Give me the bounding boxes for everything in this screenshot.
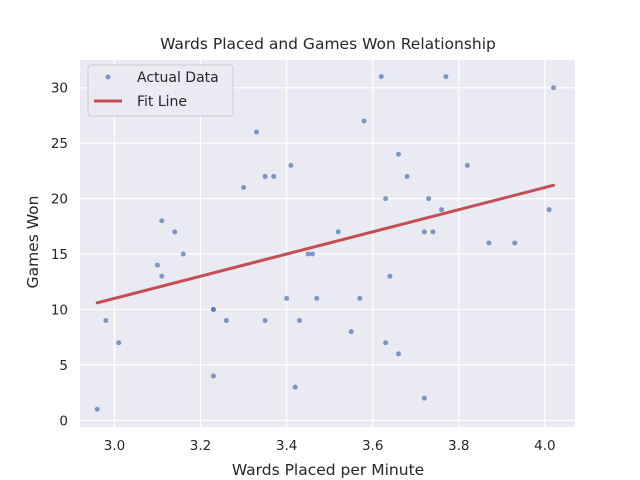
x-tick-label: 3.8 [448,438,469,454]
data-point [210,373,216,379]
data-point [421,229,427,235]
legend: Actual Data Fit Line [87,64,234,117]
x-tick-labels: 3.0 3.2 3.4 3.6 3.8 4.0 [104,438,556,454]
y-tick-label: 20 [51,192,68,208]
legend-label-actual-data: Actual Data [137,70,219,86]
data-point [180,251,186,257]
data-point [297,318,303,324]
y-tick-label: 25 [51,136,68,152]
data-point [383,196,389,202]
data-point [426,196,432,202]
data-point [154,262,160,268]
data-point [546,207,552,213]
fit-line [95,183,555,305]
data-point [159,273,165,279]
data-point [288,162,294,168]
data-point [486,240,492,246]
y-axis-label: Games Won [24,196,42,289]
data-point [210,306,216,312]
x-tick-label: 3.4 [276,438,297,454]
legend-marker-actual-data [105,74,111,80]
data-point [103,318,109,324]
data-point [439,207,445,213]
y-tick-label: 30 [51,81,68,97]
y-tick-label: 15 [51,247,68,263]
data-point [172,229,178,235]
data-point [378,74,384,80]
x-tick-label: 3.0 [104,438,125,454]
data-point [253,129,259,135]
x-tick-label: 3.2 [190,438,211,454]
data-point [305,251,311,257]
chart-title: Wards Placed and Games Won Relationship [160,35,496,53]
data-point [404,173,410,179]
data-point [430,229,436,235]
y-tick-label: 5 [59,358,68,374]
data-point [309,251,315,257]
data-point [284,295,290,301]
data-point [512,240,518,246]
legend-label-fit-line: Fit Line [137,94,187,110]
data-point [348,329,354,335]
data-point [396,351,402,357]
data-point [223,318,229,324]
data-point [241,185,247,191]
data-point [159,218,165,224]
series-layer [94,74,556,412]
data-point [335,229,341,235]
data-point [383,340,389,346]
data-point [94,406,100,412]
data-point [443,74,449,80]
data-point [421,395,427,401]
y-tick-label: 10 [51,302,68,318]
legend-box [87,64,234,117]
data-point [262,173,268,179]
x-tick-label: 4.0 [534,438,555,454]
data-point [262,318,268,324]
data-point [396,151,402,157]
data-point [116,340,122,346]
x-tick-label: 3.6 [362,438,383,454]
data-point [550,85,556,91]
y-tick-labels: 0 5 10 15 20 25 30 [51,81,68,430]
data-point [357,295,363,301]
x-axis-label: Wards Placed per Minute [232,461,424,479]
data-point [464,162,470,168]
data-point [314,295,320,301]
data-point [271,173,277,179]
data-point [361,118,367,124]
data-point [292,384,298,390]
y-tick-label: 0 [59,413,68,429]
data-point [387,273,393,279]
